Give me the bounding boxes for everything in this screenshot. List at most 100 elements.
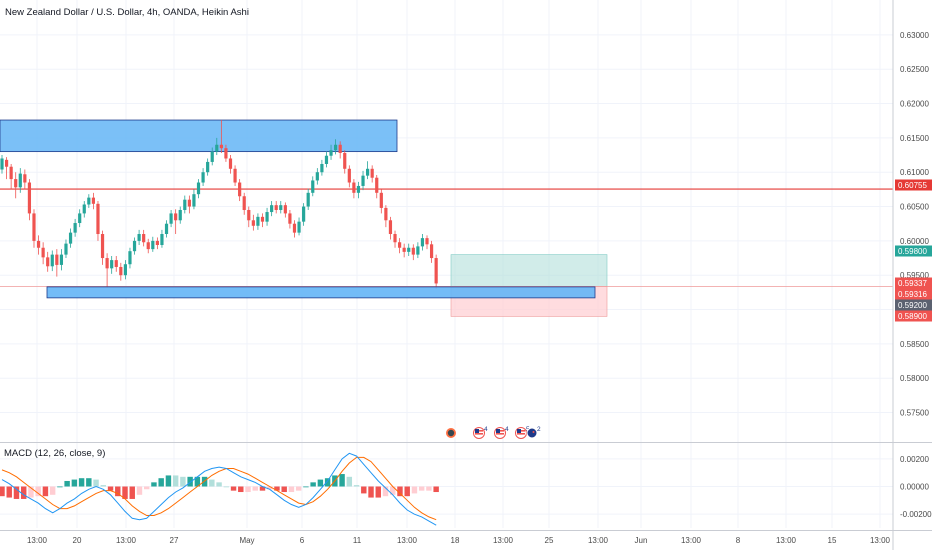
candle-bull <box>270 205 274 213</box>
candle-bull <box>329 150 333 156</box>
macd-histogram-bar <box>42 486 49 497</box>
macd-histogram-bar <box>28 486 34 498</box>
macd-histogram-bar <box>151 482 157 487</box>
candle-bull <box>315 172 319 181</box>
candle-bear <box>100 234 105 259</box>
macd-histogram-bar <box>107 486 114 491</box>
time-tick-label: Jun <box>635 536 648 545</box>
price-tick-label: 0.59500 <box>900 271 929 280</box>
macd-label: MACD (12, 26, close, 9) <box>4 448 105 459</box>
candle-bull <box>160 234 164 246</box>
time-tick-label: 13:00 <box>397 536 418 545</box>
time-tick-label: 11 <box>353 536 362 545</box>
macd-histogram-bar <box>281 486 287 493</box>
candle-bull <box>0 158 4 170</box>
price-tag <box>895 288 932 300</box>
price-tick-label: 0.61500 <box>900 134 929 143</box>
candle-bear <box>96 203 100 235</box>
us-flag-event-icon[interactable]: 4 <box>494 426 510 439</box>
candle-bear <box>338 144 342 153</box>
candle-bear <box>274 205 278 210</box>
candle-bear <box>397 242 402 248</box>
macd-histogram-bar <box>158 478 164 487</box>
candle-bear <box>242 196 246 210</box>
event-count: 4 <box>505 426 509 433</box>
candle-bear <box>9 166 13 180</box>
candle-bear <box>352 182 356 193</box>
macd-pane <box>0 452 439 526</box>
candle-bull <box>110 260 114 269</box>
price-tag <box>895 245 932 257</box>
macd-histogram-bar <box>172 475 179 487</box>
candle-bull <box>265 212 269 222</box>
candle-bear <box>91 197 95 204</box>
macd-histogram-bar <box>86 478 92 487</box>
globe-event-icon[interactable] <box>445 427 457 439</box>
time-tick-label: 13:00 <box>681 536 702 545</box>
nz-flag-star <box>532 431 535 433</box>
us-flag-stripe <box>517 433 525 435</box>
candle-bear <box>55 254 59 265</box>
macd-histogram-bar <box>346 476 353 487</box>
candle-bull <box>151 240 155 250</box>
time-tick-label: 13:00 <box>870 536 891 545</box>
price-tag-label: 0.59337 <box>898 279 927 288</box>
us-flag-stripe <box>475 433 483 435</box>
candle-bull <box>420 238 425 247</box>
candle-bull <box>324 155 329 164</box>
candle-bull <box>366 168 370 176</box>
candle-bull <box>82 204 86 214</box>
macd-histogram-bar <box>209 479 215 487</box>
candle-bull <box>297 221 301 233</box>
events-row[interactable]: 4452 <box>445 426 542 439</box>
macd-line <box>1 452 437 526</box>
candle-bull <box>192 194 196 207</box>
candle-bear <box>238 182 242 197</box>
demand-zone-layer <box>46 286 596 299</box>
macd-tick-label: 0.00200 <box>900 455 929 464</box>
candle-bull <box>73 223 77 233</box>
macd-histogram-bar <box>375 486 381 498</box>
us-flag-canton <box>517 429 521 433</box>
candle-bear <box>27 182 32 214</box>
macd-histogram-bar <box>267 486 273 490</box>
candle-bear <box>425 238 429 245</box>
candle-bear <box>23 174 27 183</box>
macd-histogram-bar <box>93 479 99 487</box>
price-tick-label: 0.62500 <box>900 65 929 74</box>
supply-zone <box>0 119 398 153</box>
candle-bull <box>64 243 68 255</box>
price-tag <box>895 277 932 289</box>
candle-bull <box>18 173 22 188</box>
macd-histogram-bar <box>353 485 360 487</box>
macd-histogram-bar <box>20 486 27 499</box>
candle-bear <box>343 152 347 169</box>
macd-histogram-bar <box>382 486 389 497</box>
macd-histogram-bar <box>201 476 208 487</box>
us-flag-canton <box>475 429 479 433</box>
macd-histogram-bar <box>259 486 266 491</box>
candle-bear <box>384 207 388 221</box>
macd-histogram-bar <box>433 486 439 493</box>
macd-histogram-bar <box>78 478 85 487</box>
globe-core <box>447 429 455 437</box>
time-tick-label: 18 <box>451 536 460 545</box>
price-tag-label: 0.59800 <box>898 247 927 256</box>
us-flag-event-icon[interactable]: 4 <box>473 426 489 439</box>
candle-bear <box>292 223 297 233</box>
candle-bear <box>429 244 434 259</box>
candle-bear <box>119 266 123 276</box>
candle-bear <box>288 213 292 224</box>
chart-title: New Zealand Dollar / U.S. Dollar, 4h, OA… <box>5 7 249 18</box>
price-tick-label: 0.61000 <box>900 168 929 177</box>
candle-bear <box>155 240 159 246</box>
price-tag-label: 0.59200 <box>898 301 927 310</box>
nz-flag-event-icon[interactable]: 2 <box>526 426 541 439</box>
candle-bear <box>228 158 233 169</box>
us-flag-stripe <box>496 433 504 435</box>
macd-histogram-bar <box>100 485 107 487</box>
long-position-tool[interactable] <box>0 254 893 317</box>
price-tag <box>895 310 932 322</box>
macd-histogram-bar <box>303 486 309 488</box>
